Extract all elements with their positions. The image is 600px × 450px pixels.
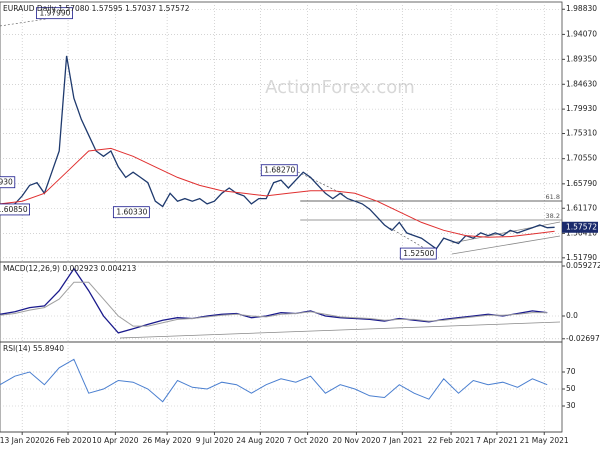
y-tick-label: 70 [566, 367, 576, 376]
last-price-box [562, 221, 598, 233]
series-line [0, 147, 555, 238]
y-tick-label: 1.56410 [566, 228, 597, 237]
panel-title: EURAUD Daily 1.57080 1.57595 1.57037 1.5… [3, 4, 190, 13]
y-tick-label: 0.0 [566, 311, 578, 320]
y-tick-label: 0.059272 [566, 261, 600, 270]
annotation-label: 1.52500 [403, 249, 434, 258]
annotation-box [112, 206, 150, 219]
y-tick-label: 1.65790 [566, 179, 597, 188]
annotation-label: 1.60330 [116, 208, 147, 217]
y-tick-label: 1.89350 [566, 54, 597, 63]
x-tick-label: 10 Apr 2020 [92, 436, 139, 445]
annotation-box [260, 164, 298, 177]
annotation-label: 1.68270 [264, 166, 295, 175]
x-tick-label: 7 Oct 2020 [287, 436, 329, 445]
y-tick-label: 1.98830 [566, 4, 597, 13]
annotation-label: 1.60850 [0, 205, 28, 214]
series-line [0, 55, 555, 250]
x-tick-label: 24 Aug 2020 [236, 436, 284, 445]
series-line [0, 358, 548, 403]
x-tick-label: 7 Apr 2021 [476, 436, 518, 445]
x-tick-label: 7 Jan 2021 [382, 436, 422, 445]
x-tick-label: 13 Jan 2020 [0, 436, 45, 445]
y-tick-label: 1.94070 [566, 29, 597, 38]
dashed-line [297, 171, 346, 196]
x-tick-label: 9 Jul 2020 [196, 436, 234, 445]
y-tick-label: 30 [566, 401, 576, 410]
y-tick-label: 1.61170 [566, 203, 597, 212]
x-tick-label: 22 Feb 2021 [428, 436, 475, 445]
x-tick-label: 20 Nov 2020 [332, 436, 380, 445]
y-tick-label: 1.79930 [566, 104, 597, 113]
annotation-label: 1.97990 [39, 9, 70, 18]
last-price-label: 1.57572 [566, 222, 597, 231]
watermark: ActionForex.com [265, 77, 415, 98]
y-tick-label: 50 [566, 384, 576, 393]
channel-line [451, 235, 561, 255]
y-tick-label: -0.026978 [566, 334, 600, 343]
series-line [0, 267, 548, 334]
y-tick-label: 1.84630 [566, 79, 597, 88]
panel-title: MACD(12,26,9) 0.002923 0.004213 [3, 264, 137, 273]
x-tick-label: 21 May 2021 [520, 436, 569, 445]
x-tick-label: 26 May 2020 [143, 436, 192, 445]
y-tick-label: 1.51790 [566, 253, 597, 262]
annotation-label: 1.65930 [0, 178, 13, 187]
y-tick-label: 1.75310 [566, 129, 597, 138]
annotation-box [399, 247, 437, 260]
y-tick-label: 1.70550 [566, 154, 597, 163]
trend-line [119, 321, 561, 339]
annotation-box [36, 7, 73, 20]
annotation-box [0, 176, 16, 189]
annotation-box [0, 203, 30, 216]
fib-label: 38.2 [546, 212, 560, 220]
fib-label: 61.8 [546, 193, 560, 201]
panel-title: RSI(14) 55.8940 [3, 344, 64, 353]
x-tick-label: 26 Feb 2020 [45, 436, 92, 445]
series-line [0, 281, 548, 327]
